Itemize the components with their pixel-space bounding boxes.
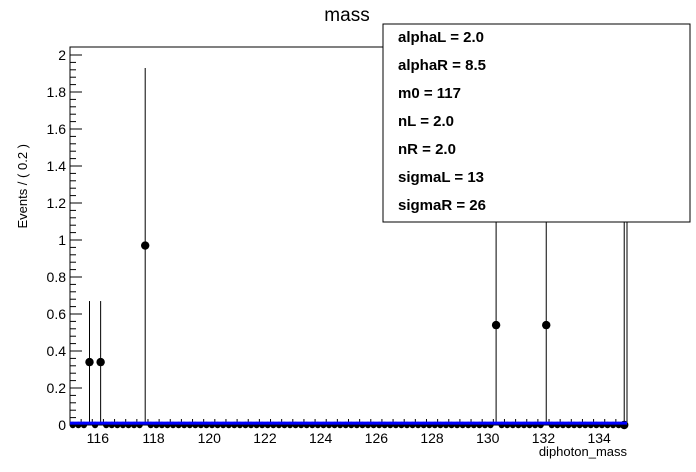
x-tick-label: 128 (420, 430, 444, 446)
parameter-label: m0 = 117 (398, 85, 461, 102)
y-tick-label: 1.2 (47, 195, 67, 211)
y-tick-label: 1.4 (47, 158, 67, 174)
data-point (140, 241, 150, 250)
y-tick-label: 0.8 (47, 269, 67, 285)
parameter-label: sigmaR = 26 (398, 197, 486, 214)
x-axis-title: diphoton_mass (539, 444, 628, 459)
y-tick-label: 1 (58, 232, 66, 248)
data-layer (69, 55, 629, 430)
x-tick-label: 132 (532, 430, 556, 446)
x-tick-label: 116 (87, 430, 110, 446)
y-axis: 0 0.2 0.4 0.6 0.8 1 1.2 1.4 1.6 1.8 2 (47, 47, 82, 433)
parameter-box-frame (382, 23, 691, 223)
y-tick-label: 0.6 (47, 306, 67, 322)
x-axis: 116 118 120 122 124 126 128 130 132 134 (69, 419, 628, 446)
data-point (85, 357, 94, 367)
x-tick-label: 122 (253, 430, 277, 446)
parameter-label: sigmaL = 13 (398, 169, 484, 186)
parameter-label: alphaL = 2.0 (398, 29, 484, 46)
chart-title: mass (324, 5, 369, 26)
y-tick-label: 1.8 (47, 84, 67, 100)
data-point (491, 320, 501, 330)
y-axis-title: Events / ( 0.2 ) (15, 144, 30, 229)
x-tick-label: 118 (142, 430, 165, 446)
y-tick-label: 1.6 (47, 121, 67, 137)
parameter-label: alphaR = 8.5 (398, 57, 486, 74)
parameter-label: nR = 2.0 (398, 141, 456, 158)
x-tick-label: 134 (587, 430, 611, 446)
y-tick-label: 0.2 (47, 380, 67, 396)
data-point (96, 357, 105, 367)
x-tick-label: 126 (365, 430, 389, 446)
x-tick-label: 120 (198, 430, 222, 446)
parameter-label: nL = 2.0 (398, 113, 454, 130)
data-point (542, 320, 551, 330)
x-tick-label: 130 (476, 430, 500, 446)
y-tick-label: 0.4 (47, 343, 67, 359)
x-tick-label: 124 (309, 430, 333, 446)
parameter-box: alphaL = 2.0 alphaR = 8.5 m0 = 117 nL = 2.0… (382, 23, 691, 223)
y-tick-label: 2 (58, 47, 66, 63)
y-tick-label: 0 (58, 417, 66, 433)
